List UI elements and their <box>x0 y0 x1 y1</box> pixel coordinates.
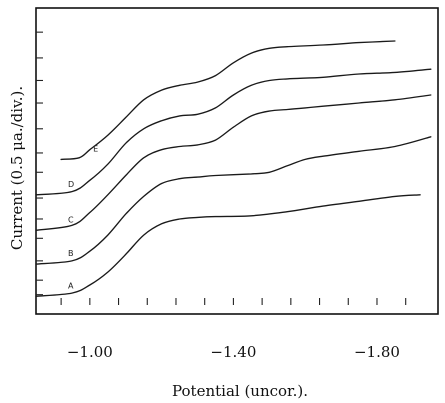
plot-frame <box>35 7 439 315</box>
x-axis-label: Potential (uncor.). <box>172 382 308 400</box>
curve-label-b: B <box>68 249 74 258</box>
y-axis-label: Current (0.5 μa./div.). <box>8 86 26 250</box>
curve-d <box>35 68 432 196</box>
curve-a <box>35 194 421 297</box>
curve-e <box>60 40 396 161</box>
x-minor-ticks <box>60 298 407 305</box>
x-tick-label: −1.80 <box>354 343 400 361</box>
curve-b <box>35 136 432 265</box>
curve-c <box>35 94 432 231</box>
curve-label-a: A <box>68 281 74 290</box>
y-minor-ticks <box>36 31 43 296</box>
x-tick-label: −1.00 <box>67 343 113 361</box>
curve-label-d: D <box>68 180 74 189</box>
x-tick-label: −1.40 <box>210 343 256 361</box>
polarogram-curves <box>35 40 432 297</box>
curve-label-e: E <box>93 144 98 153</box>
curve-labels: A B C D E <box>68 144 98 290</box>
x-tick-labels: −1.00 −1.40 −1.80 <box>67 343 400 361</box>
curve-label-c: C <box>68 215 74 224</box>
